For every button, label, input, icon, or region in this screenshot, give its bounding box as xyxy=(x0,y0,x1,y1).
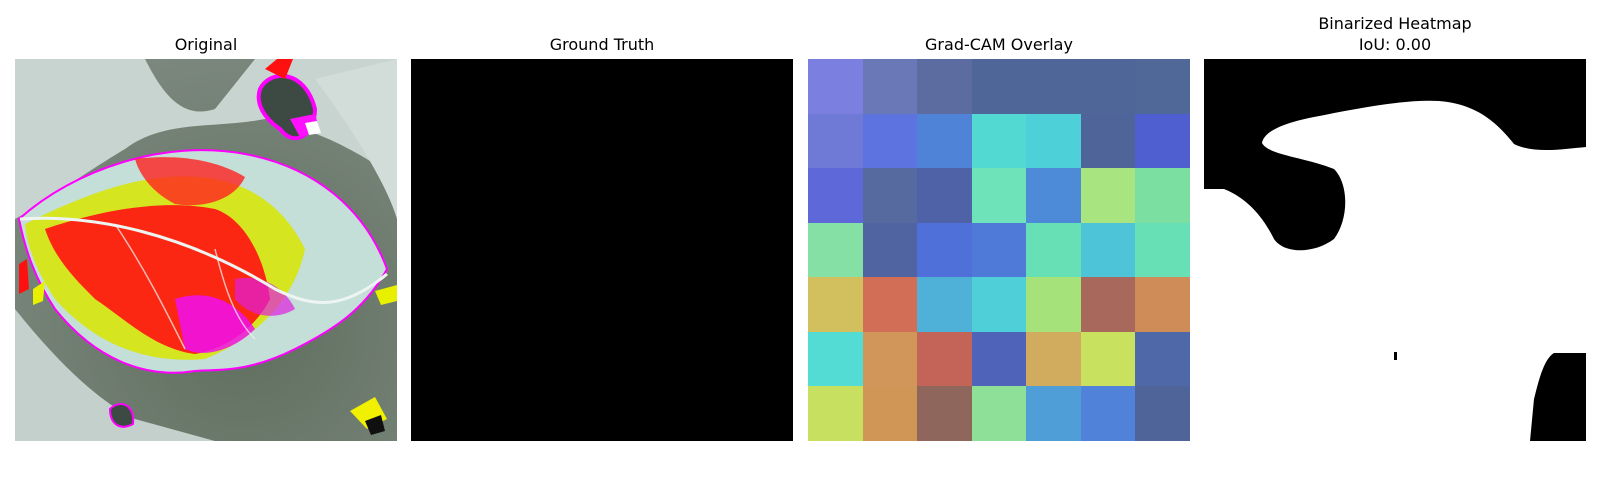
gradcam-overlay-grid xyxy=(808,59,1190,441)
gradcam-cell xyxy=(1135,331,1190,387)
gradcam-cell xyxy=(971,331,1027,387)
gradcam-cell xyxy=(808,331,863,387)
gradcam-cell xyxy=(808,113,863,169)
gradcam-cell xyxy=(1080,277,1136,333)
gradcam-cell xyxy=(862,331,918,387)
gradcam-cell xyxy=(1026,59,1082,114)
gradcam-cell xyxy=(862,386,918,441)
gradcam-cell xyxy=(1135,168,1190,224)
gradcam-cell xyxy=(1080,168,1136,224)
gradcam-cell xyxy=(808,277,863,333)
gradcam-cell xyxy=(1080,59,1136,114)
gradcam-cell xyxy=(862,277,918,333)
gradcam-cell xyxy=(1026,277,1082,333)
original-title: Original xyxy=(174,35,238,54)
gradcam-cell xyxy=(808,59,863,114)
iou-label: IoU: 0.00 xyxy=(1358,35,1432,54)
gradcam-cell xyxy=(917,168,973,224)
gradcam-cell xyxy=(808,168,863,224)
gradcam-title: Grad-CAM Overlay xyxy=(925,35,1073,54)
gradcam-cell xyxy=(1135,277,1190,333)
gradcam-cell xyxy=(971,222,1027,278)
gradcam-cell xyxy=(1135,113,1190,169)
gradcam-cell xyxy=(1080,331,1136,387)
gradcam-cell xyxy=(971,277,1027,333)
gradcam-cell xyxy=(971,168,1027,224)
gradcam-cell xyxy=(917,386,973,441)
gradcam-cell xyxy=(917,59,973,114)
gradcam-cell xyxy=(862,222,918,278)
gradcam-cell xyxy=(917,222,973,278)
gradcam-cell xyxy=(971,59,1027,114)
binarized-panel: Binarized Heatmap IoU: 0.00 xyxy=(1204,0,1586,500)
gradcam-cell xyxy=(917,113,973,169)
gradcam-cell xyxy=(971,386,1027,441)
ground-truth-title: Ground Truth xyxy=(549,35,655,54)
gradcam-cell xyxy=(1026,331,1082,387)
gradcam-cell xyxy=(862,168,918,224)
gradcam-cell xyxy=(971,113,1027,169)
gradcam-cell xyxy=(1080,222,1136,278)
gradcam-cell xyxy=(808,222,863,278)
gradcam-cell xyxy=(862,113,918,169)
ground-truth-mask xyxy=(411,59,793,441)
gradcam-cell xyxy=(1026,222,1082,278)
gradcam-cell xyxy=(1135,222,1190,278)
original-panel: Original xyxy=(15,0,397,500)
gradcam-cell xyxy=(1135,386,1190,441)
gradcam-cell xyxy=(917,331,973,387)
gradcam-cell xyxy=(1080,386,1136,441)
gradcam-cell xyxy=(1135,59,1190,114)
ground-truth-panel: Ground Truth xyxy=(411,0,793,500)
original-image xyxy=(15,59,397,441)
gradcam-cell xyxy=(1026,386,1082,441)
gradcam-cell xyxy=(1080,113,1136,169)
binarized-title: Binarized Heatmap xyxy=(1318,14,1472,33)
gradcam-panel: Grad-CAM Overlay xyxy=(808,0,1190,500)
gradcam-cell xyxy=(917,277,973,333)
gradcam-cell xyxy=(808,386,863,441)
gradcam-cell xyxy=(1026,113,1082,169)
gradcam-cell xyxy=(862,59,918,114)
binarized-heatmap xyxy=(1204,59,1586,441)
gradcam-cell xyxy=(1026,168,1082,224)
